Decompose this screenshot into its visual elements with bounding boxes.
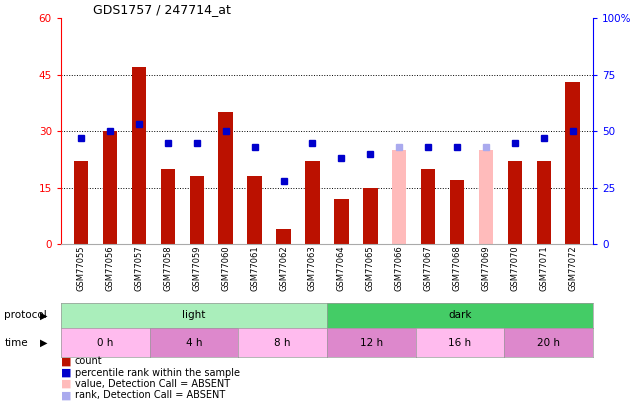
- Bar: [132, 67, 146, 244]
- Text: value, Detection Call = ABSENT: value, Detection Call = ABSENT: [75, 379, 230, 389]
- Bar: [219, 113, 233, 244]
- Text: time: time: [4, 338, 28, 347]
- Text: protocol: protocol: [4, 311, 47, 320]
- Text: percentile rank within the sample: percentile rank within the sample: [75, 368, 240, 377]
- Bar: [421, 169, 435, 244]
- Text: dark: dark: [448, 311, 472, 320]
- Text: ■: ■: [61, 368, 71, 377]
- Bar: [161, 169, 175, 244]
- Text: GDS1757 / 247714_at: GDS1757 / 247714_at: [93, 3, 231, 16]
- Text: ■: ■: [61, 390, 71, 400]
- Bar: [276, 229, 291, 244]
- Bar: [190, 177, 204, 244]
- Bar: [103, 131, 117, 244]
- Text: ■: ■: [61, 356, 71, 366]
- Text: 0 h: 0 h: [97, 338, 113, 347]
- Bar: [565, 82, 580, 244]
- Text: 8 h: 8 h: [274, 338, 291, 347]
- Text: 16 h: 16 h: [448, 338, 472, 347]
- Bar: [479, 150, 493, 244]
- Text: light: light: [182, 311, 206, 320]
- Text: 20 h: 20 h: [537, 338, 560, 347]
- Bar: [537, 161, 551, 244]
- Bar: [74, 161, 88, 244]
- Text: ▶: ▶: [40, 311, 47, 320]
- Bar: [392, 150, 406, 244]
- Text: rank, Detection Call = ABSENT: rank, Detection Call = ABSENT: [75, 390, 225, 400]
- Bar: [450, 180, 464, 244]
- Text: ■: ■: [61, 379, 71, 389]
- Text: 4 h: 4 h: [186, 338, 202, 347]
- Text: count: count: [75, 356, 103, 366]
- Text: ▶: ▶: [40, 338, 47, 347]
- Bar: [334, 199, 349, 244]
- Bar: [363, 188, 378, 244]
- Bar: [508, 161, 522, 244]
- Text: 12 h: 12 h: [360, 338, 383, 347]
- Bar: [247, 177, 262, 244]
- Bar: [305, 161, 320, 244]
